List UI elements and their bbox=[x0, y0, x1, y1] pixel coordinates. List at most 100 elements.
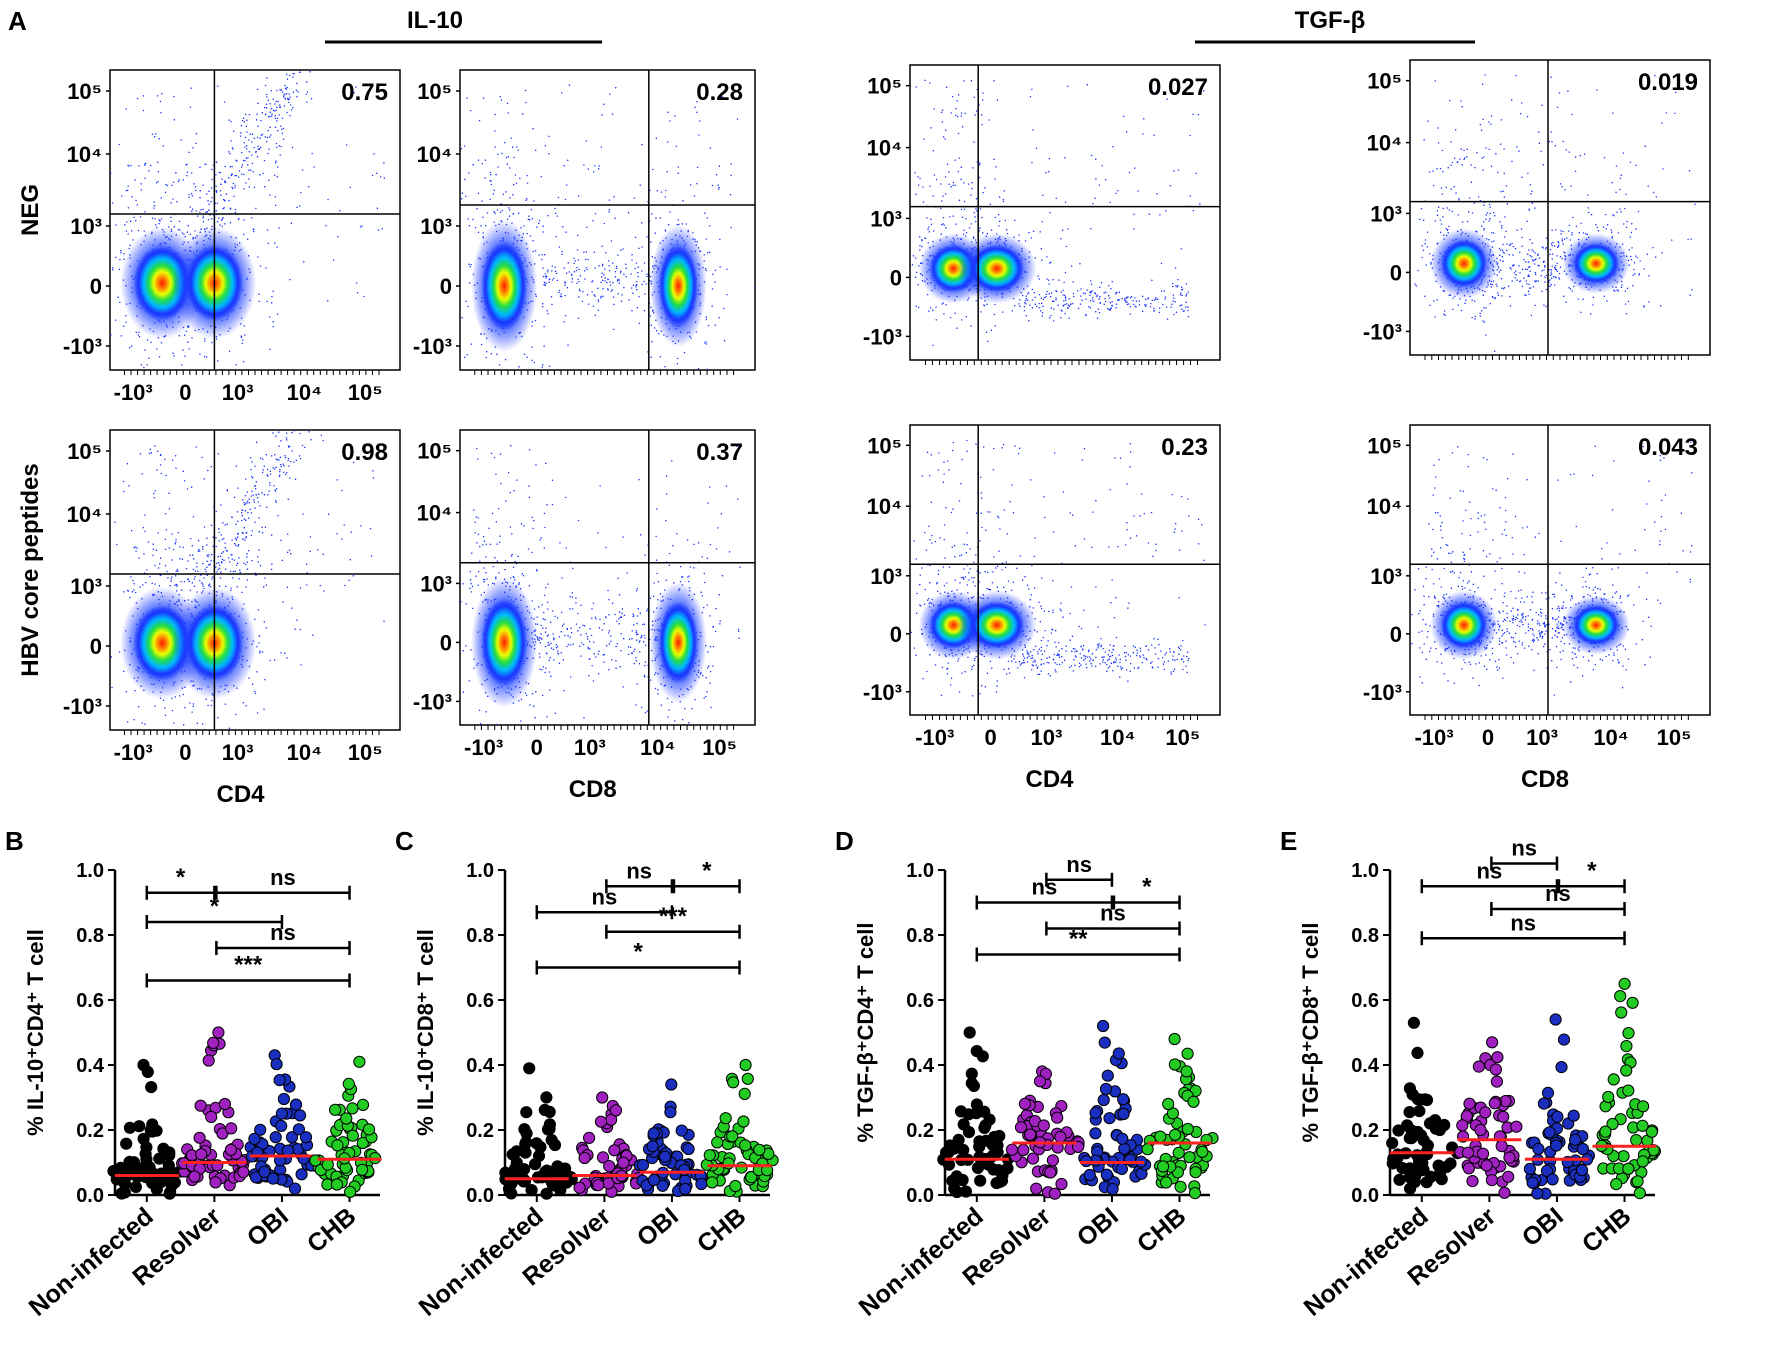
data-point bbox=[1414, 1164, 1427, 1177]
data-point bbox=[1622, 1027, 1635, 1040]
data-point bbox=[195, 1148, 208, 1161]
data-point bbox=[237, 1166, 250, 1179]
data-point bbox=[1461, 1146, 1475, 1159]
y-tick-label: 0.2 bbox=[466, 1120, 494, 1142]
data-point bbox=[1112, 1047, 1125, 1060]
data-point bbox=[519, 1146, 532, 1159]
data-point bbox=[277, 1092, 290, 1106]
data-point bbox=[1103, 1112, 1116, 1125]
group-dots-non-infected bbox=[937, 1026, 1015, 1199]
significance-bracket: ns bbox=[1420, 910, 1626, 946]
significance-bracket: ns bbox=[215, 865, 351, 900]
data-point bbox=[1033, 1075, 1047, 1088]
data-point bbox=[288, 1182, 302, 1195]
significance-bracket: ns bbox=[975, 875, 1114, 910]
group-dots-non-infected bbox=[1386, 1016, 1464, 1195]
flow-y-tick-label: 10⁵ bbox=[417, 79, 452, 104]
data-point bbox=[596, 1151, 610, 1164]
data-point bbox=[1476, 1147, 1490, 1160]
data-point bbox=[726, 1130, 739, 1143]
data-point bbox=[596, 1091, 609, 1104]
flow-plots: 0.75 10⁵ 10⁴ 10³ 0 -10³ -10³ 0 10³ 10⁴ 10⁵ 0.28 10⁵ 1… bbox=[63, 59, 1711, 808]
data-point bbox=[1510, 1120, 1523, 1133]
y-tick-label: 0.0 bbox=[466, 1185, 494, 1207]
flow-plot-frame bbox=[1409, 424, 1711, 716]
data-point bbox=[344, 1185, 357, 1199]
data-point bbox=[741, 1072, 754, 1085]
data-point bbox=[1046, 1154, 1060, 1167]
flow-x-ticks bbox=[1424, 355, 1689, 360]
data-point bbox=[1472, 1060, 1486, 1073]
data-point bbox=[1183, 1151, 1196, 1164]
y-tick-label: 0.8 bbox=[1351, 925, 1379, 947]
data-point bbox=[1546, 1173, 1559, 1186]
data-point bbox=[729, 1179, 742, 1193]
y-tick-label: 0.2 bbox=[76, 1120, 104, 1142]
data-point bbox=[546, 1179, 560, 1192]
data-point bbox=[139, 1147, 152, 1161]
data-point bbox=[1154, 1130, 1167, 1143]
data-point bbox=[1181, 1047, 1194, 1060]
y-tick-label: 1.0 bbox=[1351, 860, 1379, 882]
data-point bbox=[329, 1103, 342, 1116]
data-point bbox=[1636, 1119, 1649, 1132]
flow-x-tick-label: 10⁵ bbox=[348, 380, 383, 405]
flow-y-tick-label: 10⁵ bbox=[1367, 69, 1402, 94]
data-point bbox=[1411, 1046, 1424, 1060]
flow-x-ticks bbox=[474, 725, 735, 730]
data-point bbox=[1017, 1143, 1030, 1157]
data-point bbox=[1413, 1105, 1426, 1118]
data-point bbox=[1424, 1170, 1438, 1183]
data-point bbox=[745, 1171, 758, 1184]
data-point bbox=[583, 1131, 596, 1145]
data-point bbox=[1118, 1142, 1131, 1155]
bracket-label: ns bbox=[1510, 910, 1536, 935]
significance-bracket: * bbox=[672, 857, 741, 894]
data-point bbox=[137, 1132, 150, 1145]
data-point bbox=[727, 1076, 740, 1089]
data-point bbox=[1018, 1097, 1032, 1111]
data-point bbox=[1037, 1119, 1050, 1132]
data-point bbox=[1491, 1051, 1504, 1064]
data-point bbox=[1631, 1175, 1644, 1188]
bracket-label: * bbox=[702, 857, 712, 884]
group-dots-obi bbox=[244, 1049, 318, 1195]
panel-label: E bbox=[1280, 826, 1297, 856]
significance-bracket: *** bbox=[605, 903, 741, 939]
y-axis-label: % TGF-β⁺CD4⁺ T cell bbox=[853, 922, 878, 1142]
row-label-neg: NEG bbox=[17, 184, 44, 236]
flow-x-tick-label: 0 bbox=[179, 380, 191, 405]
flow-plot-events bbox=[460, 84, 755, 370]
data-point bbox=[974, 1174, 987, 1187]
panel-label: C bbox=[395, 826, 414, 856]
flow-y-tick-label: -10³ bbox=[63, 694, 102, 719]
y-axis-label: % TGF-β⁺CD8⁺ T cell bbox=[1298, 922, 1323, 1142]
data-point bbox=[1174, 1180, 1187, 1193]
data-point bbox=[1101, 1069, 1114, 1082]
data-point bbox=[209, 1176, 222, 1189]
data-point bbox=[346, 1129, 359, 1142]
group-dots-chb bbox=[1592, 977, 1662, 1200]
data-point bbox=[1479, 1106, 1492, 1119]
data-point bbox=[1537, 1097, 1551, 1110]
bracket-label: * bbox=[210, 893, 220, 920]
flow-y-tick-label: 10⁴ bbox=[417, 501, 452, 526]
flow-y-tick-label: -10³ bbox=[1363, 319, 1402, 344]
data-point bbox=[275, 1119, 288, 1133]
scatter-panel-d: D0.00.20.40.60.81.0% TGF-β⁺CD4⁺ T cellNo… bbox=[835, 826, 1219, 1322]
flow-x-tick-label: -10³ bbox=[1414, 725, 1453, 750]
flow-population-core bbox=[481, 241, 527, 331]
bracket-label: ns bbox=[270, 920, 296, 945]
data-point bbox=[1480, 1159, 1493, 1172]
data-point bbox=[739, 1139, 752, 1152]
bracket-label: ns bbox=[626, 858, 652, 883]
data-point bbox=[356, 1163, 369, 1176]
data-point bbox=[573, 1181, 586, 1194]
data-point bbox=[1172, 1146, 1185, 1160]
data-point bbox=[294, 1109, 307, 1122]
data-point bbox=[188, 1170, 201, 1183]
data-point bbox=[1116, 1132, 1129, 1145]
data-point bbox=[963, 1026, 976, 1039]
significance-bracket: * bbox=[535, 939, 741, 975]
